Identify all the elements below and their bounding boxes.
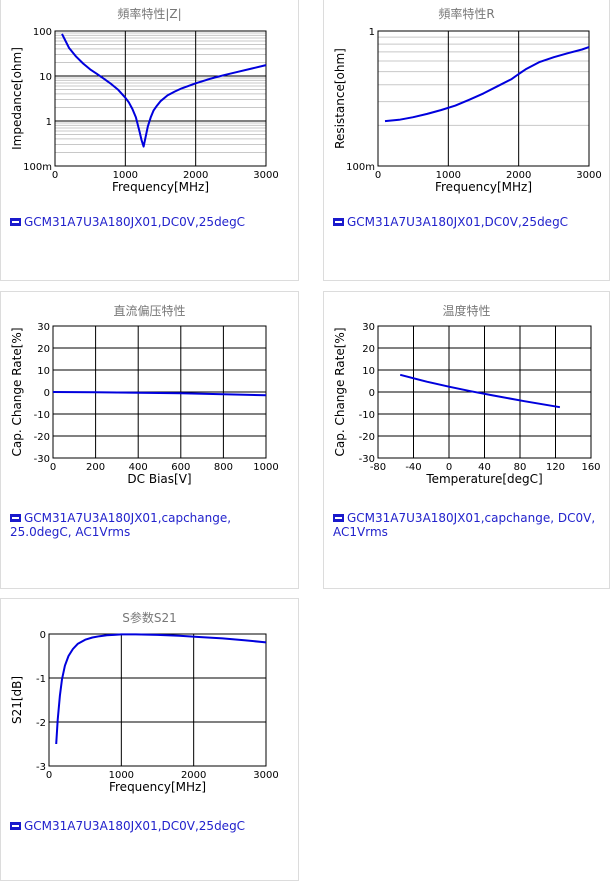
chart-svg: 0 200 400 600 800 1000 30 20 10 0 -10 -20 -30 DC Bias… (10, 322, 279, 486)
y-tick-label: -10 (34, 410, 50, 421)
x-tick-label: 2000 (506, 170, 531, 181)
chart-panel-resistance: 頻率特性R 0 1000 2000 3000 1 100m Frequency[MHz] Re… (323, 0, 610, 281)
legend-label: GCM31A7U3A180JX01,capchange, 25.0degC, A… (10, 511, 232, 539)
y-tick-label: 100 (33, 27, 52, 38)
y-tick-label: 20 (37, 344, 50, 355)
plot-frame (48, 633, 267, 767)
x-tick-label: 1000 (113, 170, 138, 181)
x-tick-label: 160 (581, 462, 600, 473)
series-line (384, 46, 590, 123)
y-tick-label: -1 (36, 674, 46, 685)
legend-entry[interactable]: GCM31A7U3A180JX01,capchange, 25.0degC, A… (10, 511, 250, 539)
y-tick-label: -10 (359, 410, 375, 421)
plot-frame (377, 30, 590, 167)
legend-entry[interactable]: GCM31A7U3A180JX01,capchange, DC0V, AC1Vr… (333, 511, 598, 539)
y-tick-label: 30 (362, 322, 375, 333)
y-tick-label: 20 (362, 344, 375, 355)
x-tick-label: 40 (478, 462, 491, 473)
x-tick-label: 120 (546, 462, 565, 473)
plot-frame (54, 30, 267, 167)
x-tick-label: 800 (214, 462, 233, 473)
legend-entry[interactable]: GCM31A7U3A180JX01,DC0V,25degC (333, 215, 568, 229)
x-tick-label: 1000 (109, 770, 134, 781)
x-axis-label: Temperature[degC] (425, 472, 542, 486)
x-tick-label: 3000 (576, 170, 601, 181)
y-axis-label: Cap. Change Rate[%] (10, 327, 24, 456)
y-tick-label: 100m (23, 162, 52, 173)
x-axis-label: DC Bias[V] (127, 472, 191, 486)
chart-title: 直流偏压特性 (113, 304, 186, 318)
x-tick-label: 0 (50, 462, 56, 473)
y-tick-label: -3 (36, 762, 46, 773)
x-tick-label: 600 (171, 462, 190, 473)
chart-title: 温度特性 (442, 304, 491, 318)
x-axis-label: Frequency[MHz] (109, 780, 206, 794)
y-tick-label: 1 (369, 27, 375, 38)
x-tick-label: -80 (370, 462, 386, 473)
y-tick-label: -30 (359, 454, 375, 465)
x-tick-label: 200 (86, 462, 105, 473)
series-line (52, 391, 267, 397)
series-line (55, 633, 267, 745)
legend-label: GCM31A7U3A180JX01,DC0V,25degC (24, 215, 246, 229)
y-tick-label: 10 (362, 366, 375, 377)
y-tick-label: 0 (40, 630, 46, 641)
y-tick-label: 10 (39, 72, 52, 83)
x-tick-label: 0 (52, 170, 58, 181)
chart-panel-dcbias: 直流偏压特性 0 200 400 600 800 1000 30 20 10 0 -10 -20 -30… (0, 291, 299, 589)
x-tick-label: 1000 (436, 170, 461, 181)
y-tick-label: -20 (359, 432, 375, 443)
x-tick-label: 0 (446, 462, 452, 473)
chart-svg: 0 1000 2000 3000 1 100m Frequency[MHz] Resistan… (333, 27, 602, 194)
legend-label: GCM31A7U3A180JX01,capchange, DC0V, AC1Vr… (333, 511, 596, 539)
legend-swatch-icon (333, 218, 344, 226)
legend-label: GCM31A7U3A180JX01,DC0V,25degC (24, 819, 246, 833)
y-axis-label: Resistance[ohm] (333, 48, 347, 149)
chart-svg: -80 -40 0 40 80 120 160 30 20 10 0 -10 -20 -30 Tempera… (333, 322, 601, 486)
legend-swatch-icon (10, 822, 21, 830)
y-tick-label: 30 (37, 322, 50, 333)
chart-title: S参数S21 (122, 611, 177, 625)
x-axis-label: Frequency[MHz] (112, 180, 209, 194)
y-axis-label: Cap. Change Rate[%] (333, 327, 347, 456)
x-axis-label: Frequency[MHz] (435, 180, 532, 194)
x-tick-label: 3000 (253, 170, 278, 181)
y-tick-label: 100m (346, 162, 375, 173)
y-tick-label: 0 (44, 388, 50, 399)
chart-svg: 0 1000 2000 3000 0 -1 -2 -3 Frequency[MHz] S21[dB… (10, 630, 279, 794)
chart-title: 頻率特性R (438, 7, 495, 21)
x-tick-label: 0 (375, 170, 381, 181)
chart-title: 頻率特性|Z| (117, 7, 182, 21)
x-tick-label: 1000 (253, 462, 278, 473)
y-tick-label: 10 (37, 366, 50, 377)
y-tick-label: -20 (34, 432, 50, 443)
x-tick-label: 80 (514, 462, 527, 473)
x-tick-label: 0 (46, 770, 52, 781)
x-tick-label: 2000 (181, 770, 206, 781)
y-tick-label: -30 (34, 454, 50, 465)
x-tick-label: 2000 (183, 170, 208, 181)
legend-label: GCM31A7U3A180JX01,DC0V,25degC (347, 215, 569, 229)
y-tick-label: 1 (46, 117, 52, 128)
legend-swatch-icon (10, 514, 21, 522)
legend-swatch-icon (10, 218, 21, 226)
chart-svg: 0 1000 2000 3000 100 10 1 100m Frequency[MHz] Imp… (10, 27, 279, 194)
legend-entry[interactable]: GCM31A7U3A180JX01,DC0V,25degC (10, 215, 245, 229)
x-tick-label: 3000 (253, 770, 278, 781)
chart-panel-temperature: 温度特性 -80 -40 0 40 80 120 160 30 20 10 0 -10 -20 -30 Te… (323, 291, 610, 589)
legend-swatch-icon (333, 514, 344, 522)
y-tick-label: -2 (36, 718, 46, 729)
x-tick-label: 400 (129, 462, 148, 473)
series-line (61, 33, 267, 148)
x-tick-label: -40 (405, 462, 421, 473)
chart-panel-impedance: 頻率特性|Z| 0 1000 2000 3000 100 10 1 100m Frequency… (0, 0, 299, 281)
y-tick-label: 0 (369, 388, 375, 399)
plot-frame (377, 325, 592, 459)
chart-panel-s21: S参数S21 0 1000 2000 3000 0 -1 -2 -3 Frequency[MHz… (0, 598, 299, 881)
y-axis-label: Impedance[ohm] (10, 47, 24, 150)
series-line (399, 373, 561, 409)
y-axis-label: S21[dB] (10, 676, 24, 724)
legend-entry[interactable]: GCM31A7U3A180JX01,DC0V,25degC (10, 819, 245, 833)
